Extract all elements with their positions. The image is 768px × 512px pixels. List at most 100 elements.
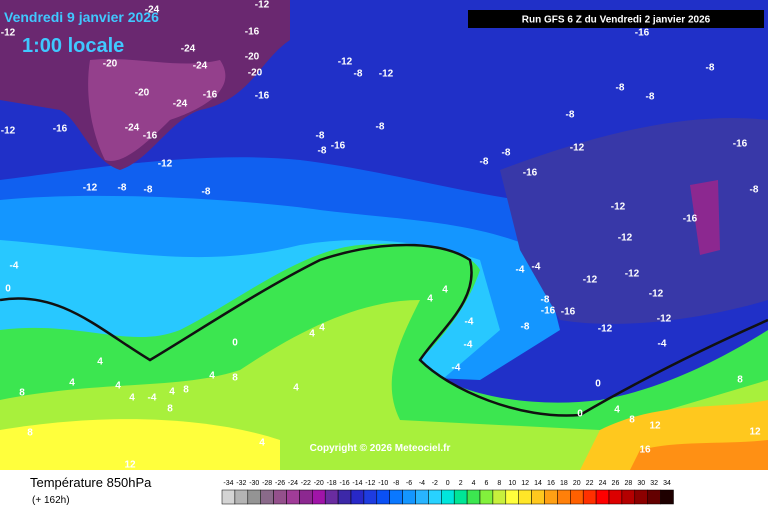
- scale-label: -16: [339, 480, 349, 487]
- scale-swatch: [595, 489, 610, 505]
- temperature-label: -4: [148, 393, 157, 404]
- scale-label: 24: [599, 480, 607, 487]
- temperature-label: 4: [97, 357, 103, 368]
- temperature-label: -12: [338, 57, 353, 68]
- scale-label: 12: [521, 480, 529, 487]
- temperature-label: -8: [202, 187, 211, 198]
- scale-swatch: [337, 489, 352, 505]
- scale-label: 0: [446, 480, 450, 487]
- temperature-label: 8: [19, 388, 25, 399]
- scale-label: -34: [223, 480, 233, 487]
- temperature-label: 8: [27, 428, 33, 439]
- scale-label: -14: [352, 480, 362, 487]
- temperature-label: -8: [354, 69, 363, 80]
- temperature-label: -4: [465, 317, 474, 328]
- temperature-label: 8: [232, 373, 238, 384]
- scale-label: -32: [236, 480, 246, 487]
- scale-label: 20: [573, 480, 581, 487]
- temperature-label: -16: [561, 307, 576, 318]
- temperature-label: -24: [173, 99, 188, 110]
- temperature-label: 4: [209, 371, 215, 382]
- scale-swatch: [453, 489, 468, 505]
- copyright: Copyright © 2026 Meteociel.fr: [310, 443, 451, 454]
- scale-label: -20: [314, 480, 324, 487]
- map-field: [0, 0, 768, 470]
- scale-swatch: [441, 489, 455, 505]
- temperature-label: -12: [570, 143, 585, 154]
- temperature-label: 0: [5, 284, 11, 295]
- scale-label: -4: [419, 480, 425, 487]
- temperature-labels: -12-24-12-24-16-20-20 -24-20-12-8 -12-16-1…: [1, 0, 761, 471]
- temperature-label: 4: [319, 323, 325, 334]
- scale-label: -18: [327, 480, 337, 487]
- scale-swatch: [389, 489, 403, 505]
- scale-swatch: [428, 489, 442, 505]
- scale-label: -12: [365, 480, 375, 487]
- scale-swatch: [350, 489, 365, 505]
- scale-swatch: [518, 489, 532, 505]
- scale-label: -6: [406, 480, 412, 487]
- temperature-label: 4: [442, 285, 448, 296]
- scale-swatch: [582, 489, 597, 505]
- scale-swatch: [531, 489, 545, 505]
- temperature-label: 12: [649, 421, 661, 432]
- temperature-label: 8: [183, 385, 189, 396]
- legend-title: Température 850hPa: [30, 475, 152, 490]
- temperature-label: -4: [452, 363, 461, 374]
- temperature-label: 4: [309, 329, 315, 340]
- scale-label: 26: [612, 480, 620, 487]
- run-box: [468, 10, 764, 28]
- scale-swatch: [273, 489, 287, 505]
- scale-swatch: [557, 489, 571, 505]
- temperature-label: -24: [181, 44, 196, 55]
- temperature-label: 4: [614, 405, 620, 416]
- temperature-label: -16: [683, 214, 698, 225]
- scale-swatch: [324, 489, 339, 505]
- scale-swatch: [363, 489, 378, 505]
- temperature-label: -4: [532, 262, 541, 273]
- scale-swatch: [376, 489, 390, 505]
- temperature-label: -8: [566, 110, 575, 121]
- temperature-label: 8: [737, 375, 743, 386]
- scale-label: -24: [288, 480, 298, 487]
- scale-swatch: [415, 489, 429, 505]
- scale-label: -30: [249, 480, 259, 487]
- temperature-label: -24: [145, 5, 160, 16]
- forecast-time: 1:00 locale: [22, 35, 124, 57]
- scale-swatch: [505, 489, 519, 505]
- scale-swatch: [247, 489, 261, 505]
- scale-swatch: [221, 489, 236, 505]
- scale-swatch: [402, 489, 416, 505]
- temperature-label: -12: [1, 126, 16, 137]
- scale-swatch: [647, 489, 661, 505]
- temperature-label: -8: [541, 295, 550, 306]
- temperature-label: -12: [611, 202, 626, 213]
- temperature-label: -8: [616, 83, 625, 94]
- scale-label: 32: [650, 480, 658, 487]
- scale-swatch: [466, 489, 481, 505]
- temperature-label: -12: [625, 269, 640, 280]
- scale-label: 34: [663, 480, 671, 487]
- temperature-label: -4: [516, 265, 525, 276]
- scale-label: 30: [637, 480, 645, 487]
- temperature-label: 4: [169, 387, 175, 398]
- temperature-label: 8: [629, 415, 635, 426]
- temperature-label: 0: [595, 379, 601, 390]
- temperature-label: -16: [245, 27, 260, 38]
- forecast-date: Vendredi 9 janvier 2026: [4, 9, 159, 25]
- temperature-label: -20: [103, 59, 118, 70]
- temperature-label: -16: [523, 168, 538, 179]
- temperature-label: -12: [255, 0, 270, 11]
- temperature-label: -16: [541, 306, 556, 317]
- scale-label: 4: [472, 480, 476, 487]
- temperature-label: 16: [639, 445, 651, 456]
- temperature-label: -8: [118, 183, 127, 194]
- scale-label: 16: [547, 480, 555, 487]
- scale-label: -10: [378, 480, 388, 487]
- scale-label: 6: [484, 480, 488, 487]
- temperature-label: -8: [376, 122, 385, 133]
- temperature-label: -12: [158, 159, 173, 170]
- temperature-label: -20: [135, 88, 150, 99]
- temperature-label: -8: [750, 185, 759, 196]
